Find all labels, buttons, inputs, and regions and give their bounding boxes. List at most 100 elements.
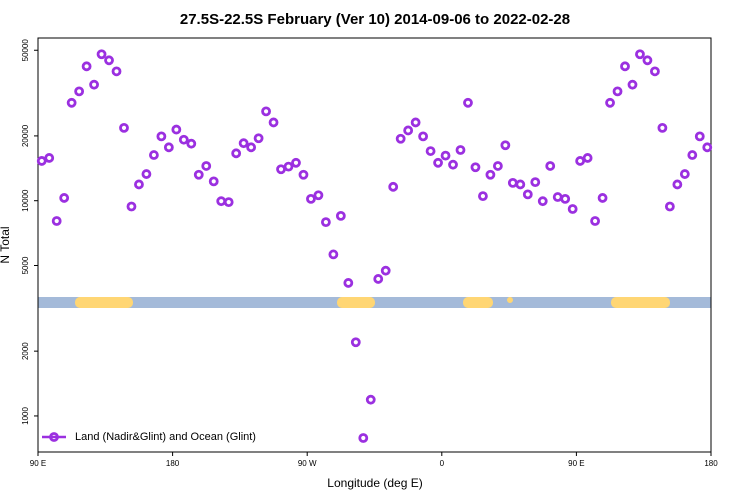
data-point bbox=[455, 145, 466, 155]
data-point bbox=[395, 133, 406, 144]
x-tick-label: 90 E bbox=[568, 459, 584, 468]
data-point bbox=[448, 159, 458, 170]
data-point bbox=[104, 55, 114, 66]
data-point bbox=[664, 201, 675, 212]
data-point bbox=[74, 86, 85, 97]
data-point bbox=[238, 138, 249, 149]
legend-label: Land (Nadir&Glint) and Ocean (Glint) bbox=[75, 431, 256, 443]
data-point bbox=[388, 181, 399, 192]
data-point bbox=[627, 79, 638, 90]
data-point bbox=[433, 157, 443, 168]
data-point bbox=[343, 278, 354, 288]
data-point bbox=[335, 210, 346, 221]
data-point bbox=[216, 196, 227, 207]
data-point bbox=[59, 193, 70, 203]
data-point bbox=[231, 148, 242, 159]
data-point bbox=[193, 169, 204, 180]
data-point bbox=[283, 161, 294, 172]
data-point bbox=[178, 134, 189, 145]
data-point bbox=[246, 142, 257, 153]
x-tick-label: 180 bbox=[166, 459, 180, 468]
data-point bbox=[567, 204, 578, 214]
data-point bbox=[485, 169, 496, 180]
data-point bbox=[687, 150, 698, 160]
data-point bbox=[149, 150, 159, 160]
x-tick-label: 180 bbox=[704, 459, 718, 468]
data-point bbox=[320, 217, 331, 228]
data-point bbox=[582, 153, 593, 163]
data-point bbox=[96, 49, 107, 60]
data-point bbox=[163, 142, 174, 153]
data-point bbox=[425, 146, 436, 156]
y-tick-label: 1000 bbox=[21, 406, 30, 424]
data-point bbox=[605, 97, 615, 108]
data-point bbox=[66, 97, 77, 108]
data-point bbox=[590, 216, 600, 226]
land-ocean-strip bbox=[38, 297, 711, 308]
legend-marker bbox=[49, 432, 59, 442]
data-point bbox=[276, 164, 286, 175]
data-point bbox=[478, 191, 488, 202]
data-point bbox=[470, 162, 481, 173]
data-point bbox=[440, 150, 451, 161]
data-point bbox=[223, 197, 234, 208]
data-point bbox=[298, 169, 309, 180]
x-tick-label: 0 bbox=[440, 459, 445, 468]
data-point bbox=[560, 193, 571, 204]
data-point bbox=[201, 161, 212, 171]
data-point bbox=[702, 142, 713, 153]
data-point bbox=[545, 161, 556, 171]
data-point bbox=[410, 117, 421, 128]
data-point bbox=[620, 61, 630, 72]
data-point bbox=[650, 66, 660, 77]
data-point bbox=[537, 196, 548, 207]
data-point bbox=[507, 177, 518, 188]
data-point bbox=[268, 117, 279, 128]
data-point bbox=[679, 169, 690, 179]
x-tick-label: 90 E bbox=[30, 459, 46, 468]
y-tick-label: 2000 bbox=[21, 342, 30, 360]
data-point bbox=[208, 176, 219, 187]
data-point bbox=[306, 193, 316, 204]
data-point bbox=[694, 131, 705, 142]
data-point bbox=[522, 189, 533, 200]
y-tick-label: 20000 bbox=[21, 124, 30, 147]
data-point bbox=[156, 131, 167, 142]
data-point bbox=[500, 140, 511, 151]
data-point bbox=[36, 156, 47, 166]
y-tick-label: 5000 bbox=[21, 256, 30, 274]
y-axis-label: N Total bbox=[0, 226, 12, 263]
data-point bbox=[530, 177, 541, 188]
y-tick-label: 10000 bbox=[21, 189, 30, 212]
y-tick-label: 50000 bbox=[21, 39, 30, 62]
data-point bbox=[575, 156, 586, 166]
data-point bbox=[186, 138, 197, 149]
data-point bbox=[291, 157, 301, 168]
data-point bbox=[657, 122, 668, 133]
data-point bbox=[81, 61, 92, 72]
data-point bbox=[642, 55, 653, 66]
data-point bbox=[492, 161, 503, 171]
data-point bbox=[111, 66, 122, 77]
data-point bbox=[403, 125, 414, 136]
data-point bbox=[418, 131, 429, 142]
data-point bbox=[126, 201, 137, 212]
data-point bbox=[380, 265, 391, 276]
data-point bbox=[51, 216, 62, 226]
data-point bbox=[635, 49, 645, 60]
data-point bbox=[141, 169, 152, 179]
data-point bbox=[672, 179, 683, 190]
data-point bbox=[515, 179, 526, 190]
chart-title: 27.5S-22.5S February (Ver 10) 2014-09-06… bbox=[180, 11, 570, 28]
data-point bbox=[463, 97, 473, 108]
data-point bbox=[171, 124, 182, 135]
data-point bbox=[134, 179, 144, 190]
data-point bbox=[373, 274, 384, 284]
x-axis-label: Longitude (deg E) bbox=[327, 476, 422, 490]
data-point bbox=[328, 249, 339, 260]
plot-frame bbox=[37, 37, 712, 453]
data-point bbox=[358, 433, 369, 443]
data-point bbox=[552, 192, 563, 202]
data-point bbox=[119, 122, 129, 133]
